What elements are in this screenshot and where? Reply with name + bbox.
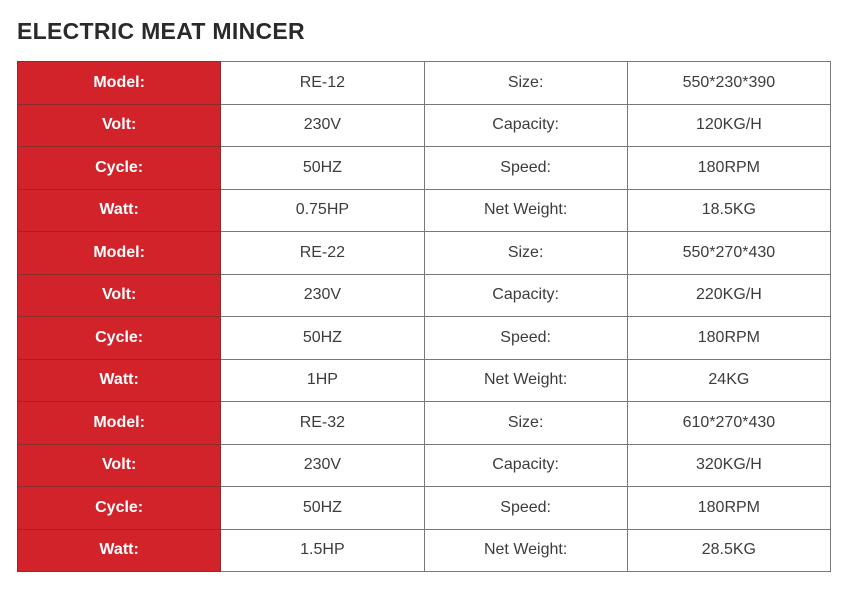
spec-label-cell: Speed: bbox=[423, 316, 628, 360]
spec-label-cell: Size: bbox=[423, 61, 628, 105]
spec-label-cell: Net Weight: bbox=[423, 358, 628, 402]
spec-value-cell: 50HZ bbox=[220, 146, 425, 190]
spec-value-cell: 1HP bbox=[220, 358, 425, 402]
spec-value-cell: 550*270*430 bbox=[626, 231, 832, 275]
spec-label-cell: Size: bbox=[423, 401, 628, 445]
spec-value-cell: 1.5HP bbox=[220, 528, 425, 572]
spec-label-cell: Watt: bbox=[16, 188, 222, 232]
spec-label-cell: Capacity: bbox=[423, 273, 628, 317]
spec-label-cell: Cycle: bbox=[16, 486, 222, 530]
spec-table-body: Model: RE-12 Size: 550*230*390 Volt: 230… bbox=[16, 61, 832, 572]
spec-value-cell: 0.75HP bbox=[220, 188, 425, 232]
spec-label-cell: Capacity: bbox=[423, 443, 628, 487]
table-row: Cycle: 50HZ Speed: 180RPM bbox=[16, 316, 832, 360]
table-row: Model: RE-12 Size: 550*230*390 bbox=[16, 61, 832, 105]
spec-value-cell: RE-22 bbox=[220, 231, 425, 275]
spec-value-cell: 180RPM bbox=[626, 486, 832, 530]
spec-value-cell: 230V bbox=[220, 103, 425, 147]
spec-label-cell: Model: bbox=[16, 61, 222, 105]
spec-label-cell: Volt: bbox=[16, 273, 222, 317]
spec-label-cell: Cycle: bbox=[16, 146, 222, 190]
spec-value-cell: 28.5KG bbox=[626, 528, 832, 572]
spec-table: Model: RE-12 Size: 550*230*390 Volt: 230… bbox=[16, 61, 832, 572]
spec-label-cell: Watt: bbox=[16, 358, 222, 402]
spec-label-cell: Volt: bbox=[16, 103, 222, 147]
spec-value-cell: 220KG/H bbox=[626, 273, 832, 317]
table-row: Volt: 230V Capacity: 220KG/H bbox=[16, 273, 832, 317]
table-row: Watt: 1HP Net Weight: 24KG bbox=[16, 358, 832, 402]
spec-label-cell: Size: bbox=[423, 231, 628, 275]
spec-value-cell: 550*230*390 bbox=[626, 61, 832, 105]
spec-label-cell: Model: bbox=[16, 231, 222, 275]
spec-label-cell: Cycle: bbox=[16, 316, 222, 360]
spec-value-cell: 24KG bbox=[626, 358, 832, 402]
table-row: Model: RE-22 Size: 550*270*430 bbox=[16, 231, 832, 275]
spec-label-cell: Speed: bbox=[423, 486, 628, 530]
spec-label-cell: Model: bbox=[16, 401, 222, 445]
spec-value-cell: 180RPM bbox=[626, 316, 832, 360]
spec-label-cell: Net Weight: bbox=[423, 528, 628, 572]
spec-label-cell: Net Weight: bbox=[423, 188, 628, 232]
spec-label-cell: Watt: bbox=[16, 528, 222, 572]
spec-value-cell: 320KG/H bbox=[626, 443, 832, 487]
spec-value-cell: RE-12 bbox=[220, 61, 425, 105]
spec-value-cell: 18.5KG bbox=[626, 188, 832, 232]
spec-value-cell: 50HZ bbox=[220, 486, 425, 530]
spec-value-cell: 180RPM bbox=[626, 146, 832, 190]
table-row: Watt: 1.5HP Net Weight: 28.5KG bbox=[16, 528, 832, 572]
spec-label-cell: Speed: bbox=[423, 146, 628, 190]
table-row: Cycle: 50HZ Speed: 180RPM bbox=[16, 486, 832, 530]
spec-value-cell: 230V bbox=[220, 273, 425, 317]
spec-value-cell: 610*270*430 bbox=[626, 401, 832, 445]
table-row: Model: RE-32 Size: 610*270*430 bbox=[16, 401, 832, 445]
spec-value-cell: 230V bbox=[220, 443, 425, 487]
table-row: Cycle: 50HZ Speed: 180RPM bbox=[16, 146, 832, 190]
spec-value-cell: 120KG/H bbox=[626, 103, 832, 147]
spec-label-cell: Volt: bbox=[16, 443, 222, 487]
table-row: Watt: 0.75HP Net Weight: 18.5KG bbox=[16, 188, 832, 232]
spec-label-cell: Capacity: bbox=[423, 103, 628, 147]
page-title: ELECTRIC MEAT MINCER bbox=[17, 18, 305, 44]
table-row: Volt: 230V Capacity: 120KG/H bbox=[16, 103, 832, 147]
spec-value-cell: RE-32 bbox=[220, 401, 425, 445]
spec-value-cell: 50HZ bbox=[220, 316, 425, 360]
table-row: Volt: 230V Capacity: 320KG/H bbox=[16, 443, 832, 487]
